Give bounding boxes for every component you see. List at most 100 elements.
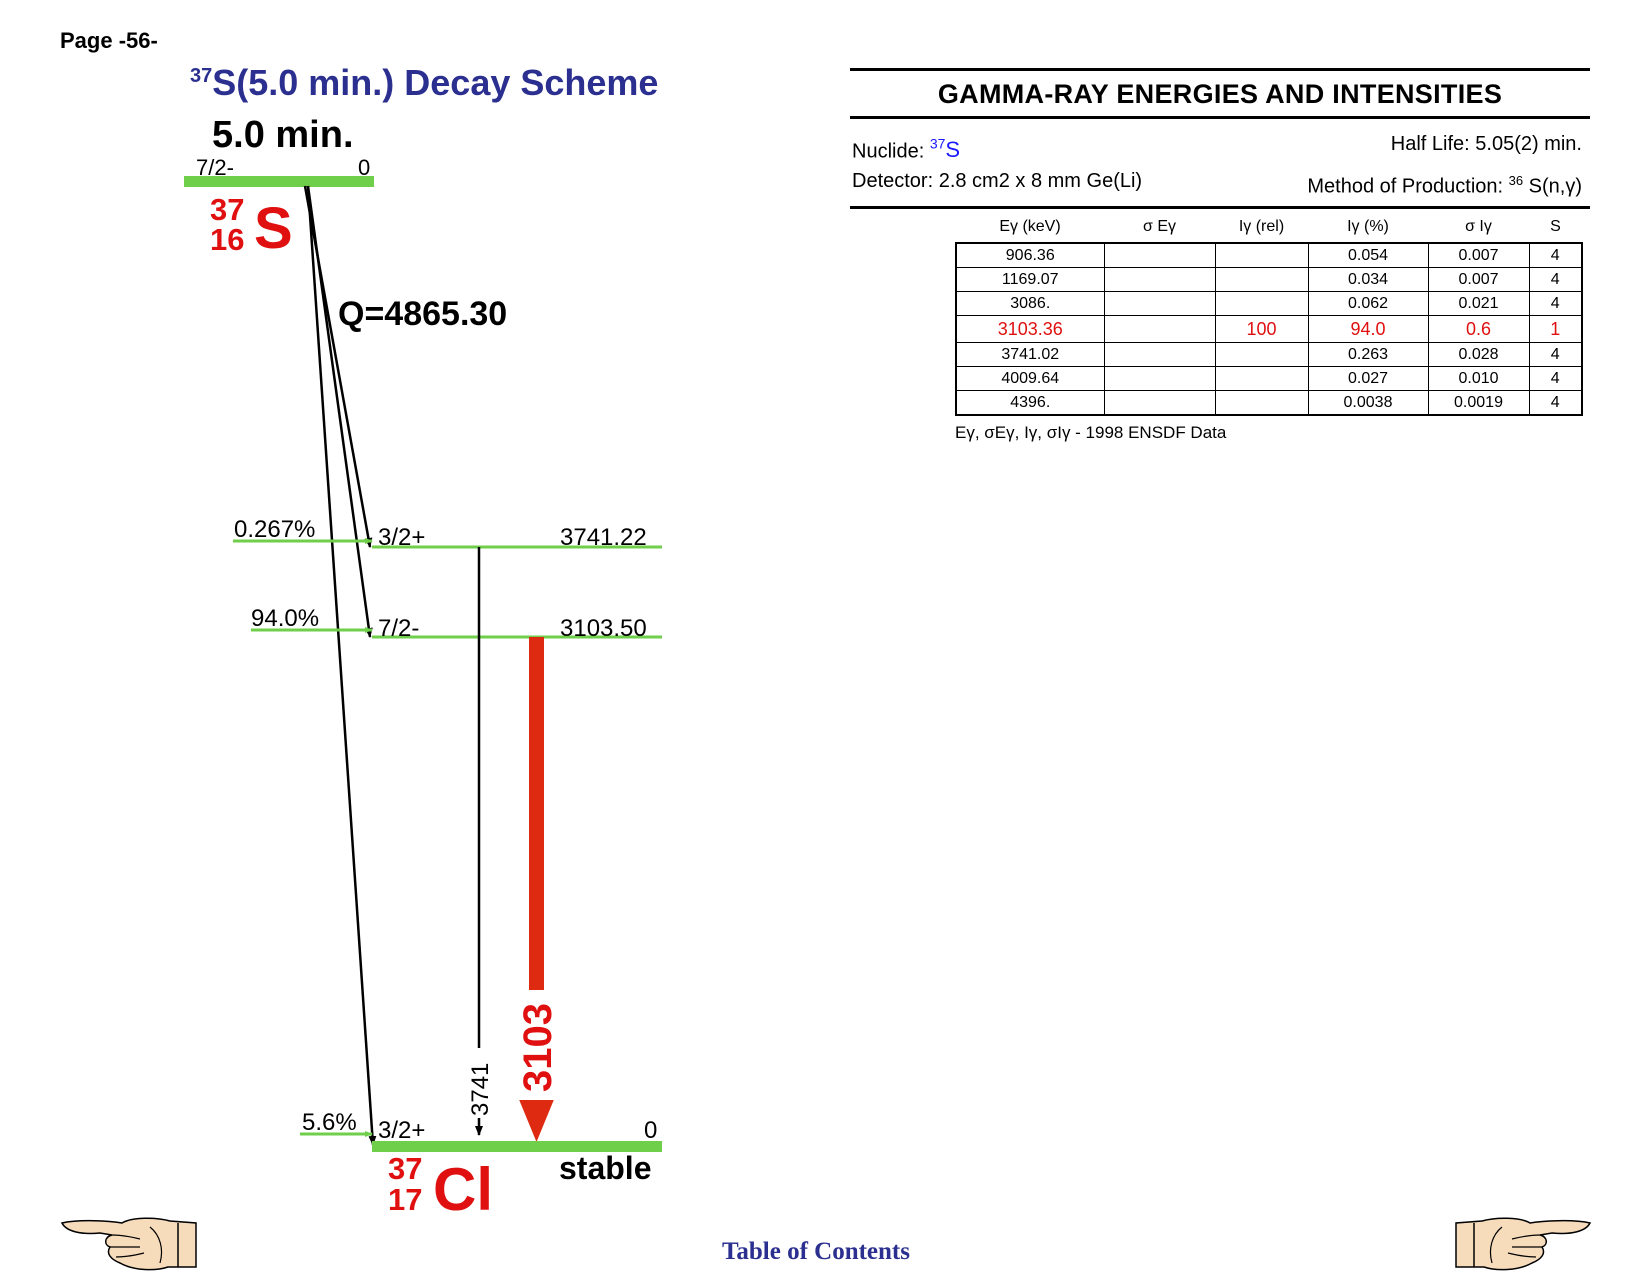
parent-level-bar [184,176,374,187]
col-intensity-pct: Iγ (%) [1347,218,1389,235]
cell-sigma-intensity: 0.010 [1427,366,1530,391]
parent-symbol: S [254,196,293,261]
production-mass-number: 36 [1508,173,1524,189]
gamma-table-header: Eγ (keV) σ Eγ Iγ (rel) Iγ (%) σ Iγ S [956,212,1582,243]
col-intensity-rel: Iγ (rel) [1238,218,1285,235]
level-spin-ground: 3/2+ [378,1117,425,1144]
cell-intensity-rel [1214,366,1309,391]
daughter-symbol: Cl [433,1156,493,1223]
daughter-status: stable [559,1150,651,1186]
cell-intensity-pct: 0.054 [1307,242,1429,268]
ground-level-bar [372,1141,662,1152]
cell-sigma-energy [1103,366,1216,391]
col-sigma-intensity: σ Iγ [1465,218,1492,235]
production-method: Method of Production: 36 S(n,γ) [1307,166,1582,202]
cell-energy: 3103.36 [955,315,1105,343]
nuclide-label: Nuclide: [852,140,930,163]
beta-line-ground [306,185,377,1146]
title-text: S(5.0 min.) Decay Scheme [212,62,659,103]
cell-sigma-energy [1103,242,1216,268]
cell-s: 4 [1528,291,1583,316]
cell-s: 4 [1528,390,1583,416]
q-value: Q=4865.30 [338,295,507,333]
cell-energy: 4009.64 [955,366,1105,391]
gamma-table-body: 906.36 0.054 0.007 4 1169.07 0.034 0.007 4 3086.… [955,242,1583,416]
table-of-contents-link[interactable]: Table of Contents [722,1238,910,1265]
nuclide-value: 37S [929,136,961,163]
daughter-mass-number: 37 [388,1151,422,1186]
cell-sigma-intensity: 0.007 [1427,267,1530,292]
panel-title: GAMMA-RAY ENERGIES AND INTENSITIES [937,79,1503,109]
level-spin-3741: 3/2+ [378,524,425,551]
cell-intensity-pct: 0.0038 [1307,390,1429,416]
cell-intensity-pct: 0.062 [1307,291,1429,316]
cell-sigma-intensity: 0.007 [1427,242,1530,268]
cell-energy: 906.36 [955,242,1105,268]
cell-energy: 1169.07 [955,267,1105,292]
cell-sigma-energy [1103,390,1216,416]
cell-sigma-energy [1103,342,1216,367]
col-energy: Eγ (keV) [999,218,1061,235]
cell-intensity-rel [1214,242,1309,268]
parent-atomic-number: 16 [210,222,244,257]
cell-intensity-rel [1214,267,1309,292]
cell-intensity-rel: 100 [1214,315,1309,343]
cell-intensity-pct: 0.263 [1307,342,1429,367]
panel-top-rule [850,68,1590,71]
detector-info: Detector: 2.8 cm2 x 8 mm Ge(Li) [852,170,1143,193]
beta-line-3103 [306,185,373,638]
scheme-title: 37S(5.0 min.) Decay Scheme [190,62,658,104]
branch-label-ground: 5.6% [302,1109,357,1136]
gamma-label-3741: 3741 [467,1063,494,1116]
branch-label-3103: 94.0% [251,605,319,632]
table-row: 1169.07 0.034 0.007 4 [955,267,1583,292]
cell-intensity-pct: 94.0 [1307,315,1429,343]
cell-sigma-energy [1103,267,1216,292]
table-row: 3086. 0.062 0.021 4 [955,291,1583,316]
production-label: Method of Production: [1307,175,1509,198]
gamma-label-bg-3741 [465,1048,493,1118]
nuclide-mass-number: 37 [929,136,946,152]
gamma-table: Eγ (keV) σ Eγ Iγ (rel) Iγ (%) σ Iγ S 906… [955,212,1583,416]
cell-s: 4 [1528,342,1583,367]
cell-sigma-intensity: 0.0019 [1427,390,1530,416]
cell-intensity-rel [1214,291,1309,316]
panel-mid-rule [850,116,1590,119]
daughter-atomic-number: 17 [388,1182,422,1217]
cell-s: 4 [1528,366,1583,391]
parent-energy: 0 [358,155,370,180]
page-label: Page -56- [60,28,158,53]
table-row: 906.36 0.054 0.007 4 [955,242,1583,268]
cell-s: 4 [1528,267,1583,292]
cell-sigma-energy [1103,291,1216,316]
pointing-hand-right-icon[interactable] [1452,1213,1592,1273]
cell-energy: 3086. [955,291,1105,316]
table-row: 3103.36 100 94.0 0.6 1 [955,315,1583,343]
production-reaction: S(n,γ) [1523,175,1582,198]
cell-sigma-intensity: 0.028 [1427,342,1530,367]
parent-mass-number: 37 [210,192,244,227]
cell-s: 4 [1528,242,1583,268]
pointing-hand-left-icon[interactable] [60,1213,200,1273]
cell-sigma-intensity: 0.021 [1427,291,1530,316]
cell-intensity-rel [1214,390,1309,416]
parent-spin: 7/2- [196,155,234,180]
branch-label-3741: 0.267% [234,516,315,543]
gamma-label-bg-3103 [514,990,558,1100]
col-s: S [1550,218,1561,235]
level-energy-ground: 0 [644,1117,657,1144]
table-row: 3741.02 0.263 0.028 4 [955,342,1583,367]
panel-bottom-rule [850,205,1590,209]
gamma-label-3103: 3103 [516,1003,560,1092]
gamma-ray-panel: GAMMA-RAY ENERGIES AND INTENSITIES Nucli… [850,68,1590,209]
cell-intensity-pct: 0.027 [1307,366,1429,391]
table-row: 4009.64 0.027 0.010 4 [955,366,1583,391]
level-energy-3103: 3103.50 [560,615,647,642]
nuclide-symbol: S [945,137,961,163]
cell-intensity-rel [1214,342,1309,367]
nuclide-info: Nuclide: 37S [852,129,960,166]
col-sigma-energy: σ Eγ [1143,218,1176,235]
parent-halflife: 5.0 min. [212,114,354,156]
title-mass-number: 37 [190,65,213,87]
level-energy-3741: 3741.22 [560,524,647,551]
